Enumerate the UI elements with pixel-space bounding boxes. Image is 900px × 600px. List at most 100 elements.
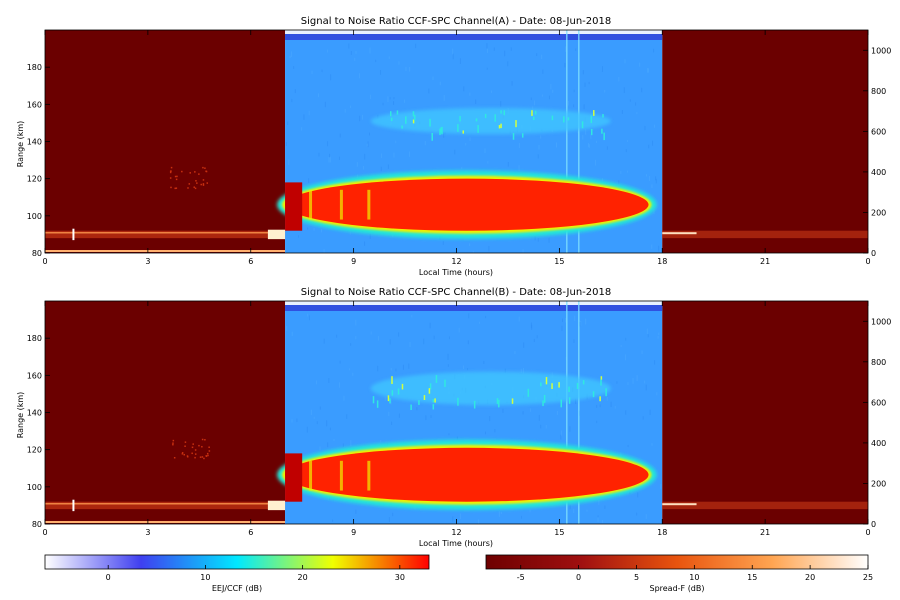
noise-speckle	[333, 438, 335, 441]
noise-speckle	[498, 511, 500, 517]
eej-gap	[367, 189, 371, 220]
noise-speckle	[596, 404, 598, 408]
noise-speckle	[319, 406, 321, 410]
spreadf-speck	[200, 183, 202, 186]
noise-speckle	[389, 339, 391, 345]
spreadf-speck	[202, 179, 205, 181]
noise-speckle	[468, 313, 470, 319]
spreadf-speck	[175, 178, 178, 181]
right-tick-label: 400	[871, 439, 886, 448]
noise-speckle	[452, 516, 454, 522]
echo-speckle	[531, 110, 533, 116]
spreadf-colorbar-label: Spread-F (dB)	[649, 584, 704, 593]
echo-speckle	[391, 390, 394, 396]
noise-speckle	[356, 162, 358, 167]
noise-speckle	[387, 164, 389, 169]
noise-speckle	[350, 51, 352, 55]
echo-speckle	[498, 399, 500, 408]
eej-colorbar-fill	[44, 554, 430, 570]
noise-speckle	[384, 396, 386, 401]
noise-speckle	[388, 517, 390, 522]
spreadf-speck	[208, 446, 210, 449]
noise-speckle	[577, 131, 579, 134]
echo-speckle	[576, 382, 579, 389]
panel-a-ylabel: Range (km)	[16, 121, 25, 168]
noise-speckle	[618, 180, 620, 184]
noise-speckle	[387, 96, 389, 102]
noise-speckle	[530, 408, 532, 412]
x-tick-label: 18	[657, 528, 667, 537]
colorbar-tick-label: 5	[634, 573, 639, 582]
noise-speckle	[645, 514, 647, 519]
noise-speckle	[518, 143, 520, 148]
noise-speckle	[388, 56, 390, 59]
noise-speckle	[382, 102, 384, 106]
noise-speckle	[588, 81, 590, 85]
noise-speckle	[291, 331, 293, 336]
echo-speckle	[521, 133, 524, 138]
noise-speckle	[651, 184, 653, 189]
echo-speckle	[457, 397, 459, 406]
noise-speckle	[355, 319, 357, 326]
bottomside-spot	[72, 228, 75, 241]
noise-speckle	[348, 43, 350, 49]
right-tick-label: 400	[871, 168, 886, 177]
eej-gap	[367, 460, 371, 491]
echo-speckle	[568, 386, 570, 393]
echo-speckle	[534, 110, 537, 115]
spreadf-speck	[174, 187, 176, 190]
noise-speckle	[430, 415, 432, 418]
noise-speckle	[629, 99, 631, 102]
noise-speckle	[625, 354, 627, 361]
noise-speckle	[416, 407, 418, 411]
echo-speckle	[545, 377, 548, 385]
echo-speckle	[390, 117, 393, 122]
noise-speckle	[536, 335, 538, 339]
noise-speckle	[523, 367, 525, 374]
noise-speckle	[380, 166, 382, 172]
noise-speckle	[584, 82, 586, 87]
noise-speckle	[395, 368, 397, 372]
spreadf-speck	[174, 175, 177, 178]
echo-speckle	[543, 394, 546, 403]
spreadf-speck	[201, 456, 204, 458]
noise-speckle	[444, 132, 446, 135]
spreadf-region	[45, 30, 286, 253]
colorbar-tick-label: 0	[106, 573, 111, 582]
noise-speckle	[657, 336, 659, 339]
echo-speckle	[434, 398, 436, 403]
noise-speckle	[507, 61, 509, 67]
echo-speckle	[582, 380, 585, 385]
x-tick-label: 0	[865, 528, 870, 537]
echo-speckle	[412, 119, 415, 124]
spreadf-speck	[202, 183, 205, 185]
noise-speckle	[488, 245, 490, 252]
noise-speckle	[485, 315, 487, 319]
y-tick-label: 140	[27, 409, 42, 418]
noise-speckle	[367, 141, 369, 148]
noise-speckle	[646, 328, 648, 335]
noise-speckle	[447, 353, 449, 360]
y-tick-label: 100	[27, 212, 42, 221]
noise-speckle	[536, 53, 538, 57]
noise-speckle	[409, 342, 411, 347]
echo-speckle	[389, 111, 392, 117]
noise-speckle	[369, 94, 371, 99]
noise-speckle	[555, 251, 557, 253]
noise-speckle	[357, 174, 359, 179]
noise-speckle	[452, 48, 454, 55]
noise-speckle	[489, 415, 491, 422]
noise-speckle	[332, 519, 334, 522]
noise-speckle	[590, 134, 592, 139]
noise-speckle	[361, 114, 363, 120]
noise-speckle	[523, 342, 525, 348]
bottomside-spot	[72, 499, 75, 512]
right-tick-label: 800	[871, 87, 886, 96]
spreadf-speck	[193, 186, 195, 188]
noise-band-top	[285, 30, 663, 34]
spreadf-speck	[176, 175, 178, 178]
noise-speckle	[477, 519, 479, 524]
noise-speckle	[511, 81, 513, 86]
noise-speckle	[627, 444, 629, 448]
noise-speckle	[350, 440, 352, 446]
